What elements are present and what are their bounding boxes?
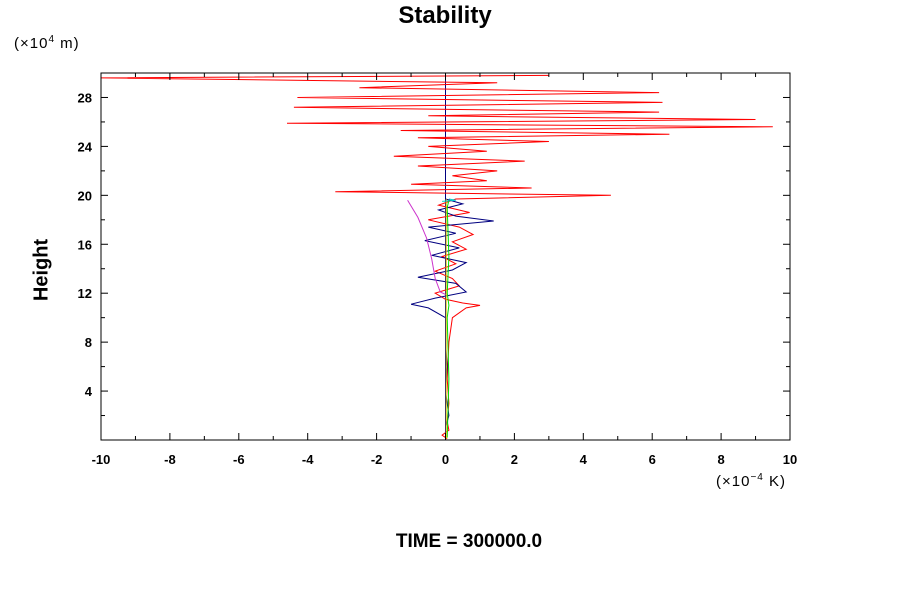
x-tick-label: -2 [371,452,383,467]
y-tick-label: 4 [85,384,93,399]
series-line-6 [442,198,456,202]
y-axis-unit: (×104 m) [14,34,80,52]
series-group [101,73,773,440]
chart-title: Stability [398,2,492,29]
y-tick-label: 20 [78,188,92,203]
x-tick-label: -8 [164,452,176,467]
series-line-2 [410,198,494,439]
y-tick-label: 16 [78,237,92,252]
x-tick-label: 2 [511,452,518,467]
y-tick-label: 8 [85,335,92,350]
x-tick-label: 4 [580,452,588,467]
x-tick-label: 0 [442,452,449,467]
x-axis-unit: (×10−4 K) [716,472,787,490]
y-tick-label: 24 [78,139,93,154]
y-tick-label: 12 [78,286,92,301]
x-tick-label: 6 [649,452,656,467]
x-tick-label: -10 [92,452,111,467]
x-tick-label: -4 [302,452,314,467]
series-line-1 [101,74,773,440]
y-tick-label: 28 [78,90,92,105]
time-label: TIME = 300000.0 [395,531,543,552]
x-tick-label: 8 [717,452,724,467]
x-tick-label: 10 [783,452,797,467]
series-line-4 [446,200,450,438]
x-tick-label: -6 [233,452,245,467]
series-line-3 [407,199,446,295]
